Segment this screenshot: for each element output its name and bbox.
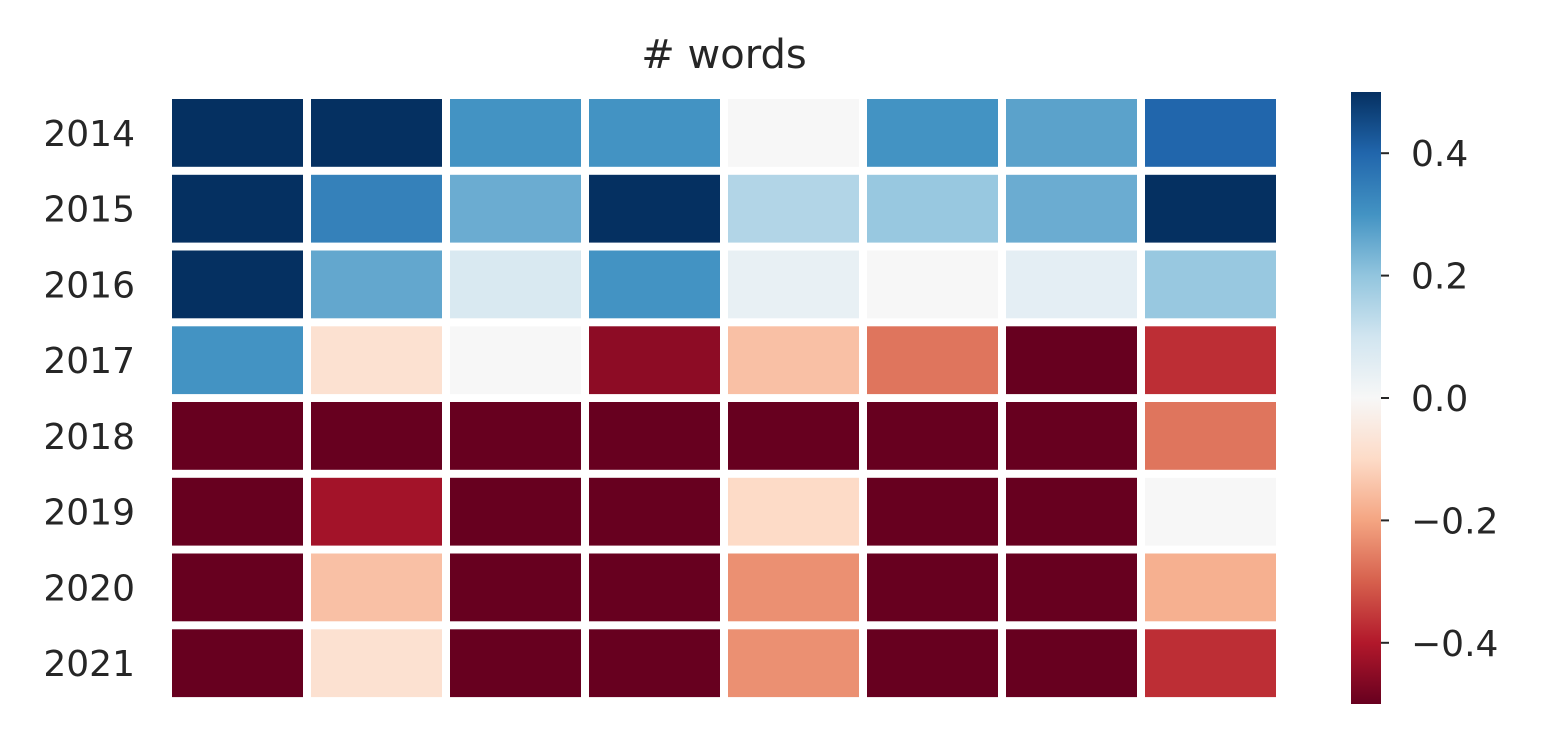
heatmap-cell-2019-col6 (867, 477, 998, 546)
heatmap-cell-2018-col7 (1006, 402, 1137, 470)
heatmap-cell-2021-col8 (1145, 629, 1276, 698)
heatmap-cell-2019-col7 (1006, 477, 1137, 546)
row-labels: 2014 2015 2016 2017 2018 2019 2020 2021 (43, 114, 135, 685)
heatmap-cell-2019-col3 (450, 477, 581, 546)
heatmap-cell-2018-col8 (1145, 402, 1276, 470)
heatmap-cell-2014-col4 (589, 99, 720, 167)
heatmap-cell-2017-col3 (450, 326, 581, 395)
colorbar-tick-label: 0.2 (1411, 257, 1468, 298)
heatmap-cell-2021-col2 (311, 629, 442, 698)
heatmap-cell-2015-col7 (1006, 174, 1137, 243)
heatmap-cell-2017-col2 (311, 326, 442, 395)
row-label-2021: 2021 (43, 644, 135, 685)
heatmap-cell-2019-col1 (172, 477, 303, 546)
colorbar-tick-label: 0.0 (1411, 379, 1468, 420)
row-label-2019: 2019 (43, 493, 135, 534)
heatmap-cell-2021-col1 (172, 629, 303, 698)
colorbar-tick-label: 0.4 (1411, 134, 1468, 175)
heatmap-cell-2014-col5 (728, 99, 859, 167)
heatmap-cell-2014-col2 (311, 99, 442, 167)
colorbar: 0.4 0.2 0.0 −0.2 −0.4 (1351, 92, 1498, 704)
heatmap-cell-2014-col1 (172, 99, 303, 167)
heatmap-cell-2016-col8 (1145, 250, 1276, 319)
heatmap-cell-2015-col1 (172, 174, 303, 243)
heatmap-cell-2021-col4 (589, 629, 720, 698)
heatmap-cell-2020-col1 (172, 553, 303, 622)
row-label-2018: 2018 (43, 417, 135, 458)
heatmap-cell-2017-col6 (867, 326, 998, 395)
heatmap-cell-2019-col5 (728, 477, 859, 546)
heatmap-cells (172, 99, 1276, 698)
heatmap-cell-2020-col6 (867, 553, 998, 622)
heatmap-cell-2018-col6 (867, 402, 998, 470)
heatmap-cell-2017-col8 (1145, 326, 1276, 395)
heatmap-cell-2014-col7 (1006, 99, 1137, 167)
colorbar-tick-label: −0.4 (1411, 624, 1498, 665)
heatmap-cell-2016-col5 (728, 250, 859, 319)
heatmap-cell-2017-col7 (1006, 326, 1137, 395)
heatmap-cell-2018-col5 (728, 402, 859, 470)
heatmap-cell-2016-col7 (1006, 250, 1137, 319)
heatmap-cell-2020-col8 (1145, 553, 1276, 622)
chart-title: # words (641, 32, 806, 78)
heatmap-cell-2014-col8 (1145, 99, 1276, 167)
heatmap-cell-2016-col2 (311, 250, 442, 319)
row-label-2020: 2020 (43, 568, 135, 609)
heatmap-cell-2018-col1 (172, 402, 303, 470)
colorbar-gradient (1351, 92, 1381, 704)
colorbar-ticks: 0.4 0.2 0.0 −0.2 −0.4 (1381, 134, 1498, 665)
colorbar-tick-label: −0.2 (1411, 501, 1498, 542)
row-label-2017: 2017 (43, 341, 135, 382)
heatmap-cell-2020-col5 (728, 553, 859, 622)
heatmap-cell-2016-col6 (867, 250, 998, 319)
heatmap-cell-2018-col2 (311, 402, 442, 470)
heatmap-cell-2016-col1 (172, 250, 303, 319)
heatmap-cell-2020-col7 (1006, 553, 1137, 622)
heatmap-cell-2019-col4 (589, 477, 720, 546)
heatmap-cell-2021-col3 (450, 629, 581, 698)
heatmap-cell-2021-col7 (1006, 629, 1137, 698)
heatmap-cell-2020-col2 (311, 553, 442, 622)
heatmap-cell-2019-col8 (1145, 477, 1276, 546)
heatmap-cell-2015-col4 (589, 174, 720, 243)
heatmap-cell-2015-col5 (728, 174, 859, 243)
heatmap-cell-2021-col5 (728, 629, 859, 698)
row-label-2015: 2015 (43, 190, 135, 231)
heatmap-cell-2017-col1 (172, 326, 303, 395)
heatmap-cell-2015-col3 (450, 174, 581, 243)
heatmap-cell-2020-col3 (450, 553, 581, 622)
heatmap-cell-2020-col4 (589, 553, 720, 622)
heatmap-cell-2014-col3 (450, 99, 581, 167)
heatmap-cell-2017-col5 (728, 326, 859, 395)
heatmap-cell-2014-col6 (867, 99, 998, 167)
heatmap-cell-2015-col2 (311, 174, 442, 243)
heatmap-cell-2018-col4 (589, 402, 720, 470)
heatmap-cell-2021-col6 (867, 629, 998, 698)
heatmap-cell-2018-col3 (450, 402, 581, 470)
heatmap-cell-2017-col4 (589, 326, 720, 395)
row-label-2014: 2014 (43, 114, 135, 155)
heatmap-cell-2019-col2 (311, 477, 442, 546)
heatmap-cell-2015-col8 (1145, 174, 1276, 243)
heatmap-cell-2016-col4 (589, 250, 720, 319)
row-label-2016: 2016 (43, 265, 135, 306)
heatmap-cell-2015-col6 (867, 174, 998, 243)
heatmap-cell-2016-col3 (450, 250, 581, 319)
